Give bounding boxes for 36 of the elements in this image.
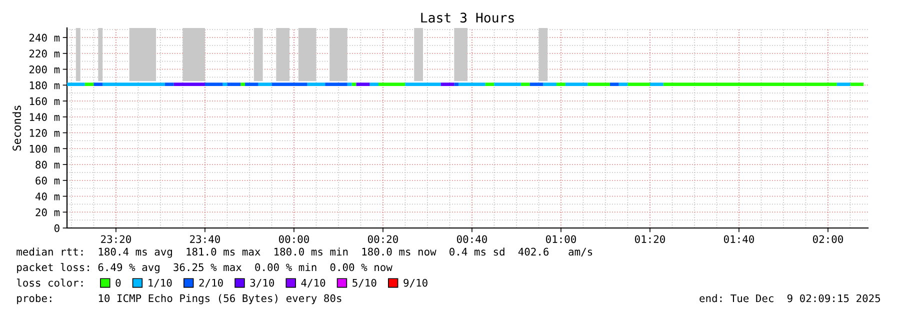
x-tick-label: 01:40: [724, 235, 754, 244]
x-tick-label: 02:00: [812, 235, 843, 244]
text: packet loss: 6.49 % avg 36.25 % max 0.00 % min 0.00 % now: [17, 263, 392, 274]
legend-label: 0: [116, 278, 121, 287]
y-tick-label: 220 m: [29, 50, 60, 58]
legend-label: 9/10: [404, 278, 428, 288]
chart-title: Last 3 Hours: [421, 12, 514, 23]
y-tick-label: 240 m: [29, 34, 60, 42]
y-tick-label: 60 m: [36, 176, 60, 185]
x-tick-label: 01:00: [546, 235, 576, 244]
y-tick-label: 180 m: [30, 81, 60, 90]
x-tick-label: 01:20: [634, 235, 665, 244]
x-tick-label: 23:20: [101, 235, 131, 244]
y-tick-label: 0: [54, 224, 60, 232]
y-tick-label: 20 m: [36, 208, 60, 216]
legend-label: 3/10: [250, 278, 274, 288]
y-tick-label: 120 m: [30, 129, 60, 137]
legend-label: 4/10: [301, 278, 326, 288]
text: median rtt: 180.4 ms avg 181.0 ms max 180.0 ms min 180.0 ms now 0.4 ms sd 402.6 am/s: [16, 248, 592, 258]
legend-label: 5/10: [352, 278, 376, 288]
x-tick-label: 00:00: [278, 235, 309, 244]
x-tick-label: 00:40: [456, 235, 487, 244]
legend-label: 1/10: [148, 278, 172, 288]
text: probe: 10 ICMP Echo Pings (56 Bytes) every 80s: [17, 294, 342, 304]
y-tick-label: 80 m: [36, 160, 60, 169]
legend-title: loss color:: [16, 278, 83, 287]
y-tick-label: 200 m: [29, 66, 60, 74]
y-tick-label: 160 m: [30, 97, 60, 106]
text: end: Tue Dec 9 02:09:15 2025: [700, 294, 880, 302]
y-tick-label: 100 m: [30, 144, 60, 153]
y-tick-label: 40 m: [35, 192, 60, 200]
x-tick-label: 00:20: [368, 235, 398, 244]
y-tick-label: 140 m: [30, 113, 60, 122]
legend-label: 2/10: [199, 278, 223, 288]
y-axis-title: Seconds: [12, 106, 21, 151]
x-tick-label: 23:40: [190, 235, 220, 244]
